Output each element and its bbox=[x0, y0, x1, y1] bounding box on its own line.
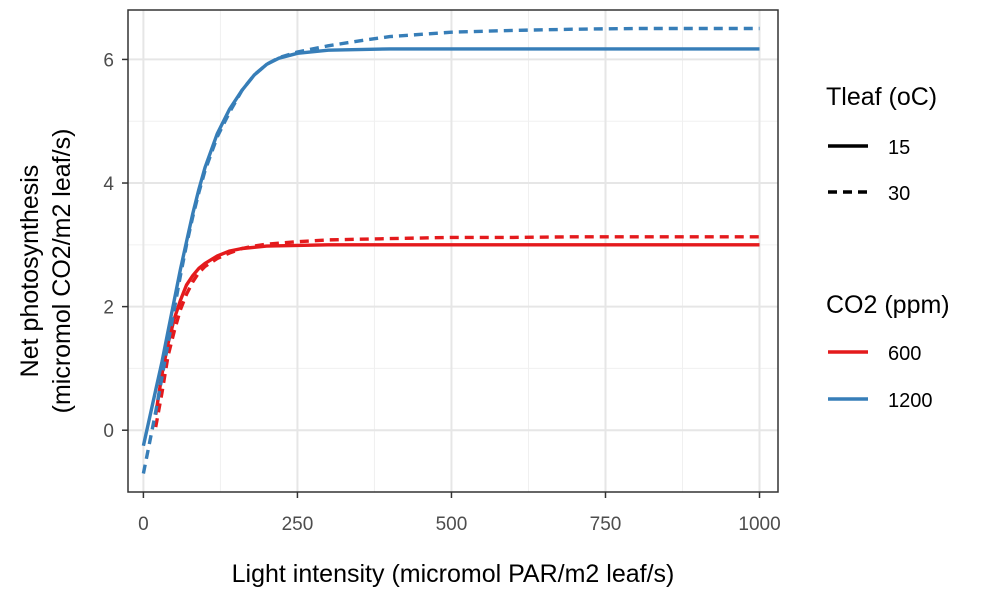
legend-label-tleaf-15: 15 bbox=[888, 137, 910, 159]
legend: Tleaf (oC) 15 30 CO2 (ppm) 600 1200 bbox=[826, 83, 950, 412]
y-tick-label: 0 bbox=[103, 421, 114, 442]
legend-title-tleaf: Tleaf (oC) bbox=[826, 83, 937, 111]
x-tick-label: 750 bbox=[590, 514, 622, 535]
y-tick-label: 6 bbox=[103, 50, 114, 71]
x-tick-label: 500 bbox=[436, 514, 468, 535]
legend-label-co2-600: 600 bbox=[888, 343, 921, 365]
legend-title-co2: CO2 (ppm) bbox=[826, 291, 950, 319]
x-tick-label: 0 bbox=[138, 514, 149, 535]
y-axis-title-line-1: Net photosynthesis bbox=[16, 165, 44, 378]
y-axis-title-line-2: (micromol CO2/m2 leaf/s) bbox=[48, 129, 76, 414]
x-tick-label: 250 bbox=[282, 514, 314, 535]
y-tick-label: 4 bbox=[103, 174, 114, 195]
legend-label-co2-1200: 1200 bbox=[888, 390, 933, 412]
series-lines bbox=[141, 26, 760, 474]
axes: 0 2 4 6 0 250 500 750 1000 Light intensity (micro… bbox=[16, 50, 781, 588]
y-tick-label: 2 bbox=[103, 298, 114, 319]
plot-border bbox=[127, 9, 779, 493]
series-line-co2-1200-tleaf-30 bbox=[141, 26, 760, 474]
plot-frame bbox=[127, 9, 779, 493]
series-line-co2-600-tleaf-30 bbox=[154, 235, 760, 428]
legend-label-tleaf-30: 30 bbox=[888, 183, 910, 205]
x-axis-title: Light intensity (micromol PAR/m2 leaf/s) bbox=[232, 560, 675, 588]
series-line-co2-1200-tleaf-15 bbox=[141, 47, 760, 447]
grid-lines bbox=[128, 10, 778, 493]
x-tick-label: 1000 bbox=[738, 514, 780, 535]
y-axis-title: Net photosynthesis (micromol CO2/m2 leaf/… bbox=[16, 129, 76, 414]
